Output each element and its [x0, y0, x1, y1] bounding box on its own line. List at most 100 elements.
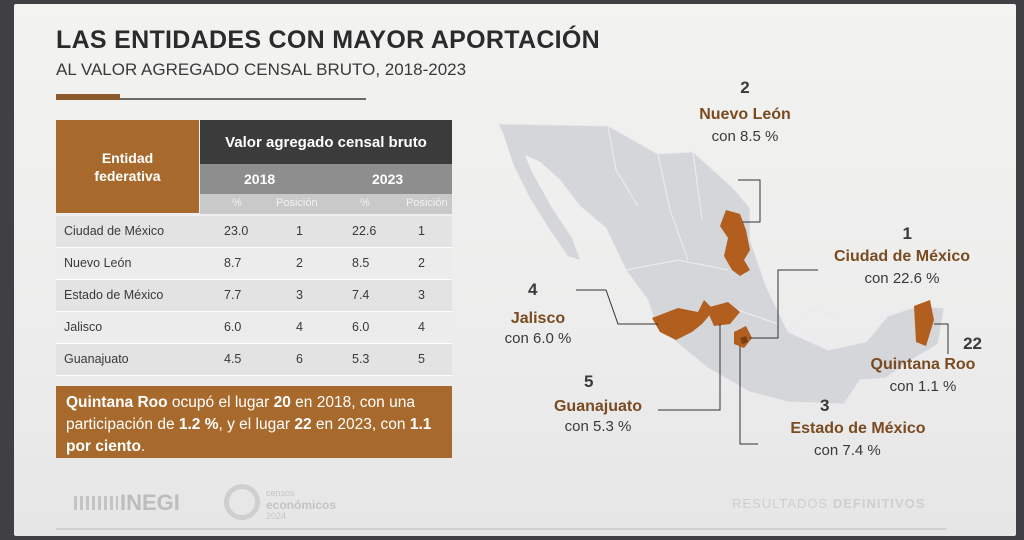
name-ciudad-mexico: Ciudad de México: [833, 248, 971, 265]
label-guanajuato: 5 Guanajuato con 5.3 %: [538, 372, 658, 435]
leader-ciudad-mexico: [750, 269, 818, 339]
rank-ciudad-mexico: 1: [902, 224, 912, 243]
title-divider: [120, 98, 366, 100]
note-bold-3: 1.2 %: [178, 416, 219, 433]
entity-cell: Estado de México: [64, 288, 164, 302]
censos-line1: censos: [266, 488, 295, 498]
entity-header-line1: Entidad: [101, 149, 154, 166]
pct-nuevo-leon: con 8.5 %: [711, 128, 779, 145]
pct-2018-cell: 6.0: [224, 320, 242, 334]
baja-peninsula: [502, 130, 580, 260]
note-bold-4: 22: [294, 416, 312, 433]
jalisco-shape: [652, 300, 714, 340]
pct-2023-cell: 7.4: [352, 288, 370, 302]
guanajuato-shape: [706, 302, 740, 326]
pct-2018-cell: 23.0: [224, 224, 249, 238]
resultados-definitivos: RESULTADOS DEFINITIVOS: [732, 496, 925, 511]
table-body: Ciudad de México 23.0 1 22.6 1 Nuevo Leó…: [56, 216, 452, 376]
value-header: Valor agregado censal bruto: [200, 120, 452, 164]
years-header: 2018 2023: [200, 164, 452, 194]
mexico-outline: [497, 123, 945, 405]
leader-guanajuato: [658, 324, 721, 411]
pct-2018-cell: 4.5: [224, 352, 242, 366]
title-accent-bar: [56, 94, 120, 100]
leader-quintana-roo: [934, 323, 949, 354]
pct-guanajuato: con 5.3 %: [564, 418, 632, 435]
resultados-text-a: RESULTADOS: [732, 496, 833, 511]
label-estado-mexico: 3 Estado de México con 7.4 %: [768, 396, 948, 459]
nuevo-leon-shape: [720, 210, 750, 276]
quintana-roo-shape: [914, 300, 934, 346]
year-2018-header: 2018: [244, 171, 276, 187]
quintana-roo-note: Quintana Roo ocupó el lugar 20 en 2018, …: [56, 386, 452, 458]
name-nuevo-leon: Nuevo León: [699, 106, 791, 123]
entity-header-line2: federativa: [94, 167, 161, 184]
table-row: Jalisco 6.0 4 6.0 4: [56, 312, 452, 344]
label-jalisco: 4 Jalisco con 6.0 %: [488, 280, 588, 347]
note-text-1: ocupó el lugar: [167, 394, 274, 411]
footer-divider: [56, 528, 946, 530]
pos-2018-cell: 1: [296, 224, 303, 238]
pos-2018-cell: 4: [296, 320, 303, 334]
censos-ring-icon: [224, 484, 260, 520]
rank-estado-mexico: 3: [820, 396, 830, 415]
sub-header: % Posición % Posición: [200, 194, 452, 214]
rank-nuevo-leon: 2: [740, 78, 750, 97]
table-row: Estado de México 7.7 3 7.4 3: [56, 280, 452, 312]
note-text-3: , y el lugar: [218, 416, 295, 433]
slide-title: LAS ENTIDADES CON MAYOR APORTACIÓN: [56, 26, 601, 54]
label-ciudad-mexico: 1 Ciudad de México con 22.6 %: [812, 224, 992, 287]
leader-nuevo-leon: [738, 179, 761, 223]
map-graphic: [497, 123, 949, 445]
leader-estado-mexico: [739, 346, 758, 445]
entity-column-header: Entidad federativa: [56, 120, 199, 213]
pct-2023-cell: 8.5: [352, 256, 370, 270]
note-bold-1: Quintana Roo: [66, 394, 168, 411]
pos-2023-cell: 3: [418, 288, 425, 302]
pct-2023-cell: 22.6: [352, 224, 377, 238]
censos-line3: 2024: [266, 511, 287, 521]
year-2023-header: 2023: [372, 171, 404, 187]
entity-cell: Guanajuato: [64, 352, 129, 366]
table-row: Nuevo León 8.7 2 8.5 2: [56, 248, 452, 280]
inegi-logo: INEGI: [74, 488, 204, 518]
label-nuevo-leon: 2 Nuevo León con 8.5 %: [680, 78, 810, 145]
note-text-2: en 2018, con una participación de: [66, 394, 415, 433]
slide-subtitle: AL VALOR AGREGADO CENSAL BRUTO, 2018-202…: [56, 60, 467, 79]
label-quintana-roo: 22 Quintana Roo con 1.1 %: [848, 334, 998, 395]
ciudad-mexico-shape: [740, 336, 748, 344]
censos-economicos-logo: censos económicos 2024: [224, 484, 364, 524]
pct-2023-header: %: [360, 197, 370, 209]
inegi-text: INEGI: [120, 490, 180, 515]
pos-2018-cell: 2: [296, 256, 303, 270]
name-quintana-roo: Quintana Roo: [870, 356, 976, 373]
table-row: Guanajuato 4.5 6 5.3 5: [56, 344, 452, 376]
leader-jalisco: [576, 289, 658, 325]
pct-2023-cell: 6.0: [352, 320, 370, 334]
note-bold-5: 1.1 por ciento: [66, 416, 432, 455]
pos-2018-cell: 6: [296, 352, 303, 366]
name-estado-mexico: Estado de México: [790, 420, 926, 437]
entity-cell: Ciudad de México: [64, 224, 165, 238]
note-text-5: .: [140, 438, 146, 455]
pos-2023-cell: 2: [418, 256, 425, 270]
rank-guanajuato: 5: [584, 372, 594, 391]
note-bold-2: 20: [273, 394, 291, 411]
resultados-text-b: DEFINITIVOS: [832, 496, 926, 511]
pos-2018-header: Posición: [276, 197, 318, 209]
censos-line2: económicos: [266, 498, 337, 512]
name-guanajuato: Guanajuato: [553, 398, 642, 415]
entity-cell: Nuevo León: [64, 256, 132, 270]
rank-jalisco: 4: [528, 280, 538, 299]
pct-2023-cell: 5.3: [352, 352, 370, 366]
pos-2018-cell: 3: [296, 288, 303, 302]
pct-2018-header: %: [232, 197, 242, 209]
entity-cell: Jalisco: [64, 320, 103, 334]
inegi-bars-icon: [74, 496, 118, 510]
name-jalisco: Jalisco: [510, 310, 566, 327]
pct-estado-mexico: con 7.4 %: [814, 442, 881, 459]
pct-jalisco: con 6.0 %: [504, 330, 572, 347]
pct-quintana-roo: con 1.1 %: [889, 378, 957, 395]
pos-2023-cell: 1: [418, 224, 425, 238]
mexico-map: [488, 110, 988, 490]
